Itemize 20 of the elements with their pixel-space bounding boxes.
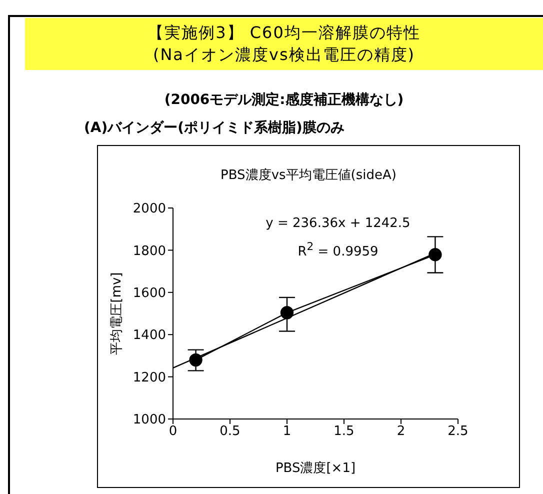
y-tick-label: 1600 [132,286,166,302]
text: (A)バインダー(ポリイミド系樹脂)膜のみ [84,119,344,137]
x-tick-label: 2.5 [448,424,468,440]
y-axis-title: 平均電圧[mv] [110,272,125,355]
x-tick-label: 0 [168,424,178,440]
y-tick-label: 1000 [132,412,166,428]
x-tick-label: 1.5 [334,424,354,440]
text: PBS濃度vs平均電圧値(sideA) [220,167,398,184]
x-tick-label: 0.5 [220,424,240,440]
y-tick-label: 1200 [132,370,166,386]
chart-title: 【実施例3】 C60均一溶解膜の特性 (Naイオン濃度vs検出電圧の精度) [25,18,543,70]
x-axis-title: PBS濃度[×1] [275,460,356,476]
annotation: R$^{2}$ = 0.9959 [296,240,380,260]
y-tick-label: 1800 [132,244,166,259]
y-tick-label: 1400 [132,328,166,344]
chart-subtitle: (2006モデル測定:感度補正機構なし) [163,91,405,109]
annotation: y = 236.36x + 1242.5 [264,216,412,231]
y-tick-label: 2000 [132,202,166,217]
x-tick-label: 2 [396,424,406,440]
x-tick-label: 1 [282,424,292,440]
